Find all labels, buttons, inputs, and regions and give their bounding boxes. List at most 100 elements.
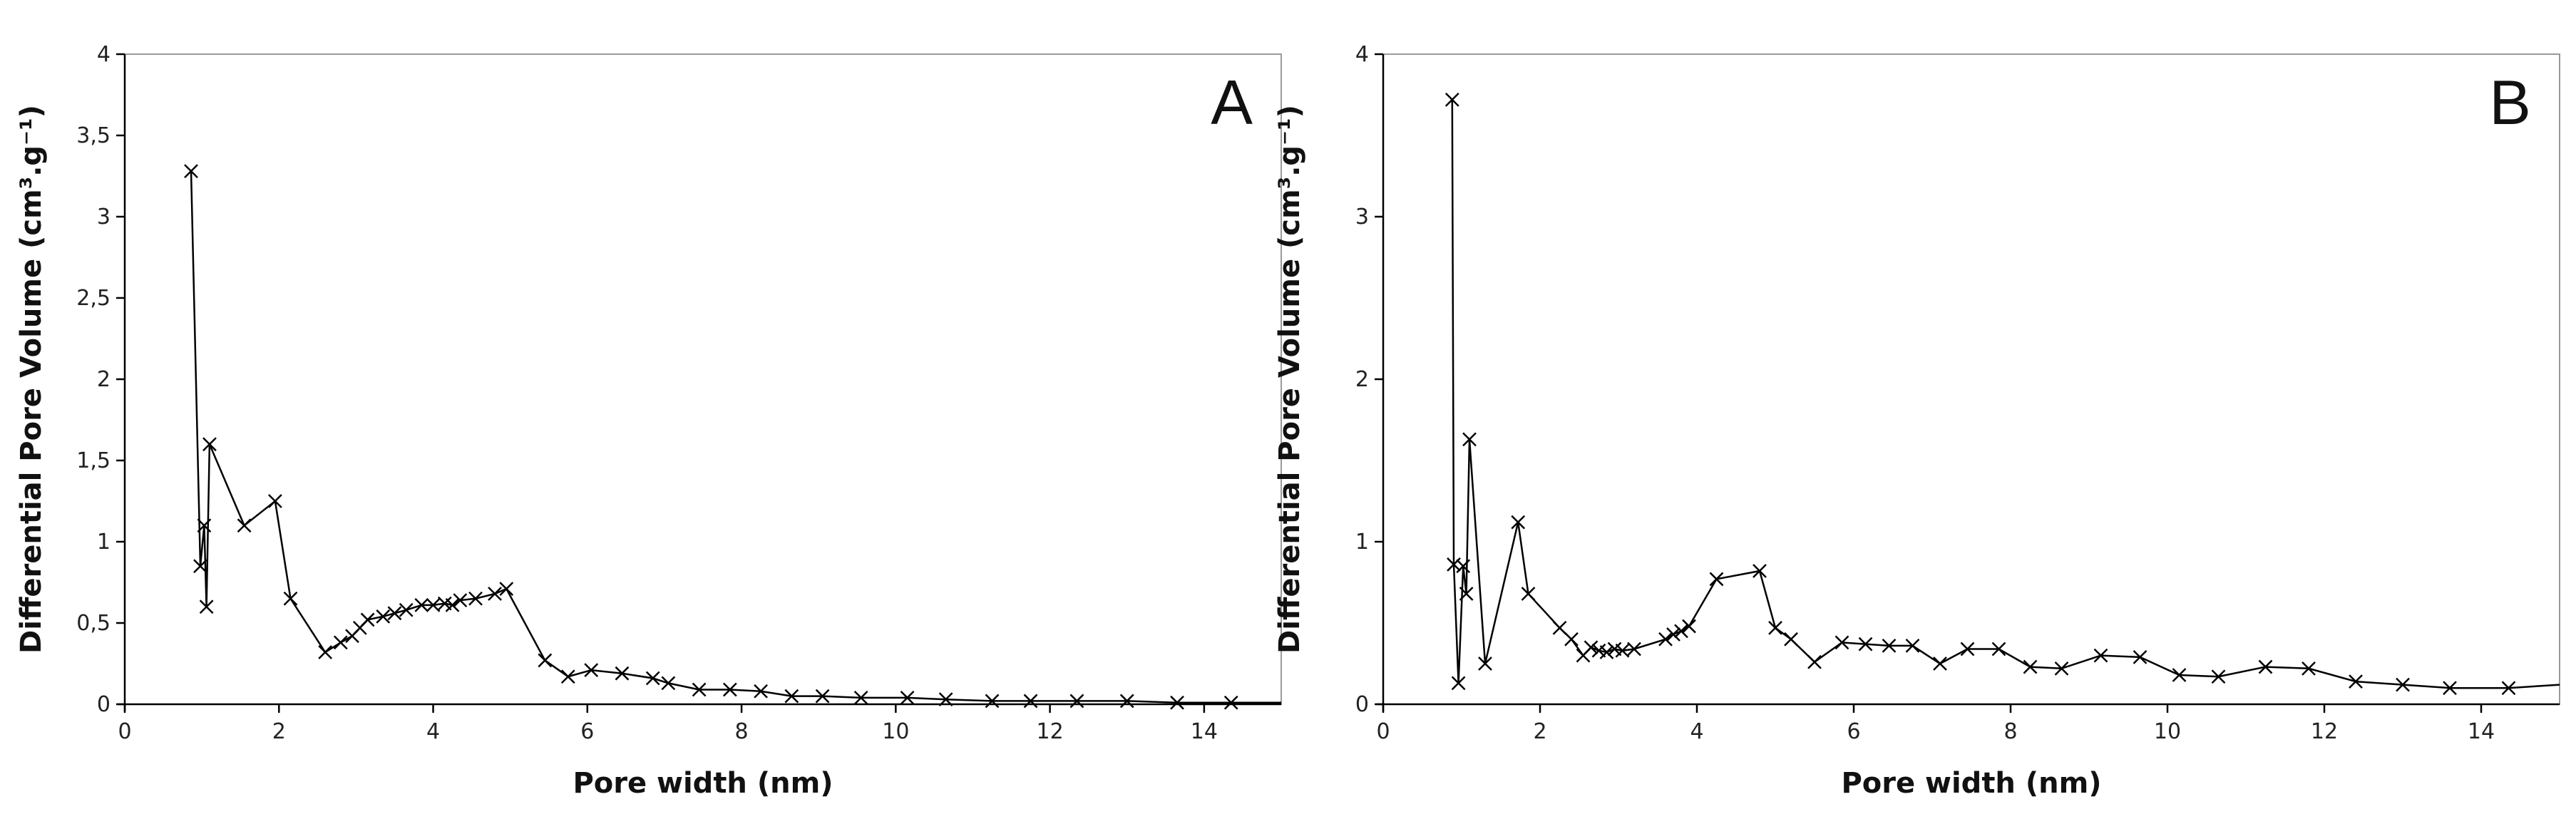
data-point-marker: [387, 606, 402, 621]
x-tick-label: 12: [1037, 719, 1064, 744]
data-point-marker: [1462, 432, 1477, 447]
data-point-marker: [1709, 572, 1724, 587]
x-axis-title: Pore width (nm): [1841, 767, 2101, 800]
x-tick-label: 4: [1690, 719, 1703, 744]
data-point-marker: [267, 494, 282, 508]
data-point-marker: [1933, 656, 1947, 671]
y-axis-title: Differential Pore Volume (cm³.g⁻¹): [15, 105, 48, 654]
data-point-marker: [1858, 637, 1873, 652]
data-point-marker: [199, 599, 214, 614]
data-point-marker: [1834, 635, 1849, 650]
y-tick-label: 0,5: [76, 611, 111, 636]
data-point-marker: [197, 518, 212, 533]
data-point-marker: [815, 689, 830, 704]
data-point-marker: [1627, 642, 1641, 656]
data-point-marker: [1584, 640, 1599, 655]
data-point-marker: [426, 598, 441, 612]
data-point-marker: [584, 663, 599, 678]
data-point-marker: [1170, 695, 1184, 710]
x-tick-label: 0: [1376, 719, 1390, 744]
data-point-marker: [2133, 649, 2147, 664]
y-tick-label: 3: [97, 205, 111, 230]
data-point-marker: [414, 598, 429, 612]
data-point-marker: [560, 669, 575, 684]
x-tick-label: 8: [735, 719, 749, 744]
x-tick-label: 14: [1191, 719, 1218, 744]
data-point-marker: [1905, 639, 1920, 653]
y-tick-label: 4: [97, 42, 111, 67]
data-point-marker: [1552, 620, 1567, 635]
x-tick-label: 6: [580, 719, 594, 744]
x-tick-label: 2: [1533, 719, 1546, 744]
data-point-marker: [1807, 654, 1822, 669]
data-point-marker: [985, 694, 1000, 709]
data-point-marker: [445, 598, 460, 612]
data-point-marker: [499, 582, 514, 597]
data-point-marker: [1069, 694, 1084, 709]
data-point-marker: [1564, 632, 1579, 647]
data-point-marker: [1456, 559, 1471, 574]
data-point-marker: [1991, 642, 2006, 656]
data-point-marker: [2023, 659, 2038, 674]
data-point-marker: [938, 692, 953, 707]
x-tick-label: 14: [2468, 719, 2495, 744]
y-tick-label: 2: [1355, 367, 1369, 392]
panel-label: B: [2489, 67, 2531, 138]
x-tick-label: 4: [426, 719, 440, 744]
chart-marks: 0 0,5 1 1,5 2 2,5 3 3,5 4 0 2 4 6 8 10 12 14: [76, 42, 1281, 744]
data-point-marker: [784, 689, 799, 704]
data-point-marker: [692, 682, 707, 697]
data-point-marker: [1451, 676, 1466, 691]
x-tick-label: 6: [1847, 719, 1860, 744]
data-point-marker: [2258, 659, 2273, 674]
data-point-marker: [1674, 624, 1688, 639]
data-point-marker: [1784, 632, 1798, 647]
data-point-marker: [202, 437, 217, 452]
data-point-marker: [1444, 92, 1459, 107]
y-tick-label: 4: [1355, 42, 1369, 67]
data-point-marker: [453, 593, 468, 607]
data-point-marker: [2211, 669, 2226, 684]
panel-label: A: [1211, 67, 1253, 138]
data-point-marker: [2396, 677, 2410, 692]
y-tick-label: 1: [97, 530, 111, 555]
y-axis-title: Differential Pore Volume (cm³.g⁻¹): [1273, 105, 1306, 654]
x-tick-label: 10: [2154, 719, 2181, 744]
data-point-marker: [754, 684, 768, 699]
data-point-marker: [1521, 587, 1536, 601]
data-point-marker: [661, 676, 676, 691]
y-tick-label: 1: [1355, 530, 1369, 555]
data-point-marker: [2443, 681, 2457, 696]
data-point-marker: [360, 612, 375, 627]
data-point-marker: [538, 653, 553, 668]
data-point-marker: [1023, 694, 1038, 709]
data-point-marker: [1599, 645, 1614, 659]
data-point-marker: [1478, 656, 1492, 671]
data-point-marker: [237, 518, 252, 533]
data-point-marker: [1459, 587, 1474, 601]
data-point-marker: [1960, 642, 1975, 656]
data-point-marker: [853, 690, 868, 705]
data-point-marker: [184, 164, 198, 179]
y-tick-label: 0: [1355, 692, 1369, 717]
data-point-marker: [2302, 661, 2316, 676]
y-tick-label: 3: [1355, 205, 1369, 230]
data-point-marker: [1511, 515, 1526, 530]
data-point-marker: [376, 609, 391, 624]
y-tick-label: 0: [97, 692, 111, 717]
data-point-marker: [722, 682, 737, 697]
y-tick-label: 3,5: [76, 123, 111, 148]
data-point-marker: [900, 690, 915, 705]
y-tick-label: 2,5: [76, 286, 111, 311]
data-point-marker: [2349, 674, 2363, 689]
data-point-marker: [1615, 643, 1630, 658]
data-point-marker: [1882, 639, 1897, 653]
data-point-marker: [1666, 627, 1680, 642]
data-point-marker: [488, 587, 502, 601]
x-tick-label: 10: [882, 719, 909, 744]
data-point-marker: [1223, 695, 1238, 710]
data-point-marker: [318, 645, 333, 659]
